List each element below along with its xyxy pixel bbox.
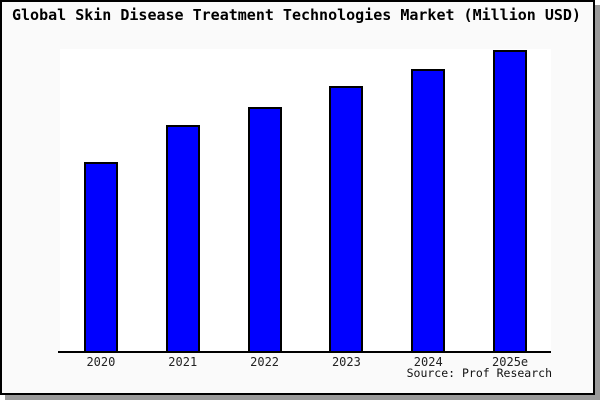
- bar-2020: [83, 161, 118, 351]
- bar-2022: [247, 106, 282, 351]
- x-tick-label-2024: 2024: [413, 355, 443, 369]
- bar-2025e: [493, 50, 528, 351]
- bar-2023: [329, 86, 364, 351]
- x-axis-line: [58, 351, 551, 353]
- bar-2024: [411, 68, 446, 351]
- chart-title: Global Skin Disease Treatment Technologi…: [12, 6, 581, 24]
- source-note: Source: Prof Research: [406, 366, 552, 380]
- x-tick-label-2025e: 2025e: [492, 355, 529, 369]
- x-tick-label-2020: 2020: [86, 355, 116, 369]
- bar-2021: [165, 124, 200, 351]
- x-tick-label-2022: 2022: [250, 355, 280, 369]
- x-tick-label-2023: 2023: [331, 355, 361, 369]
- plot-area: [60, 49, 551, 351]
- x-tick-label-2021: 2021: [168, 355, 198, 369]
